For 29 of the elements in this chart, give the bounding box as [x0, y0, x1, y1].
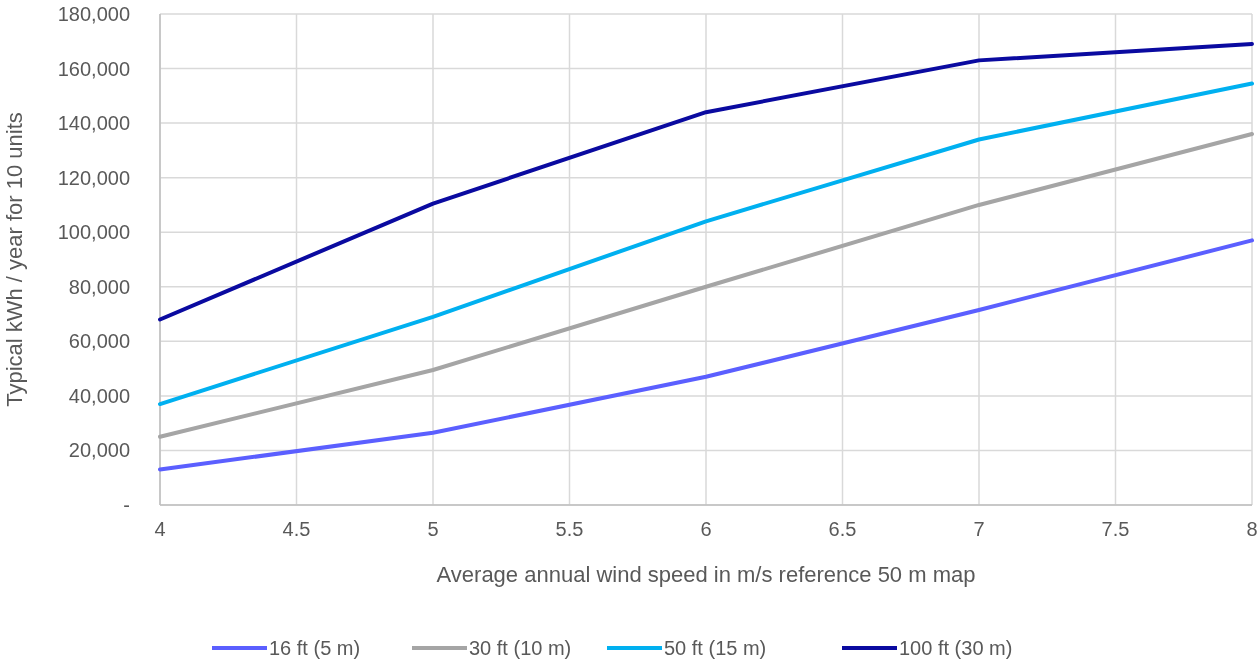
legend-label: 30 ft (10 m): [469, 637, 572, 659]
line-series: [158, 132, 1254, 439]
y-tick-label: 160,000: [57, 57, 130, 80]
y-tick-label: 140,000: [57, 112, 130, 135]
x-tick-label: 6.5: [828, 518, 857, 540]
line-series: [158, 81, 1254, 407]
y-tick-label: 60,000: [68, 330, 130, 353]
y-tick-label: 80,000: [68, 275, 130, 298]
y-tick-label: 20,000: [68, 439, 130, 462]
line-series: [158, 238, 1254, 472]
x-axis-title: Average annual wind speed in m/s reference 50 m map: [436, 562, 976, 587]
y-tick-label: 40,000: [68, 384, 130, 407]
x-tick-label: 7: [973, 518, 985, 540]
y-tick-label: 100,000: [57, 221, 130, 244]
x-tick-label: 4.5: [282, 518, 311, 540]
legend-label: 50 ft (15 m): [664, 637, 767, 659]
legend-label: 16 ft (5 m): [269, 637, 361, 659]
y-tick-label: -: [123, 494, 130, 516]
x-tick-label: 8: [1246, 518, 1258, 540]
x-tick-label: 7.5: [1101, 518, 1130, 540]
x-tick-label: 5: [427, 518, 439, 540]
y-axis-title: Typical kWh / year for 10 units: [2, 112, 27, 407]
x-tick-label: 5.5: [555, 518, 584, 540]
x-tick-label: 4: [154, 518, 166, 540]
y-tick-label: 180,000: [57, 3, 130, 25]
x-tick-label: 6: [700, 518, 712, 540]
line-series: [158, 42, 1254, 322]
legend-label: 100 ft (30 m): [899, 637, 1013, 659]
y-tick-label: 120,000: [57, 166, 130, 189]
